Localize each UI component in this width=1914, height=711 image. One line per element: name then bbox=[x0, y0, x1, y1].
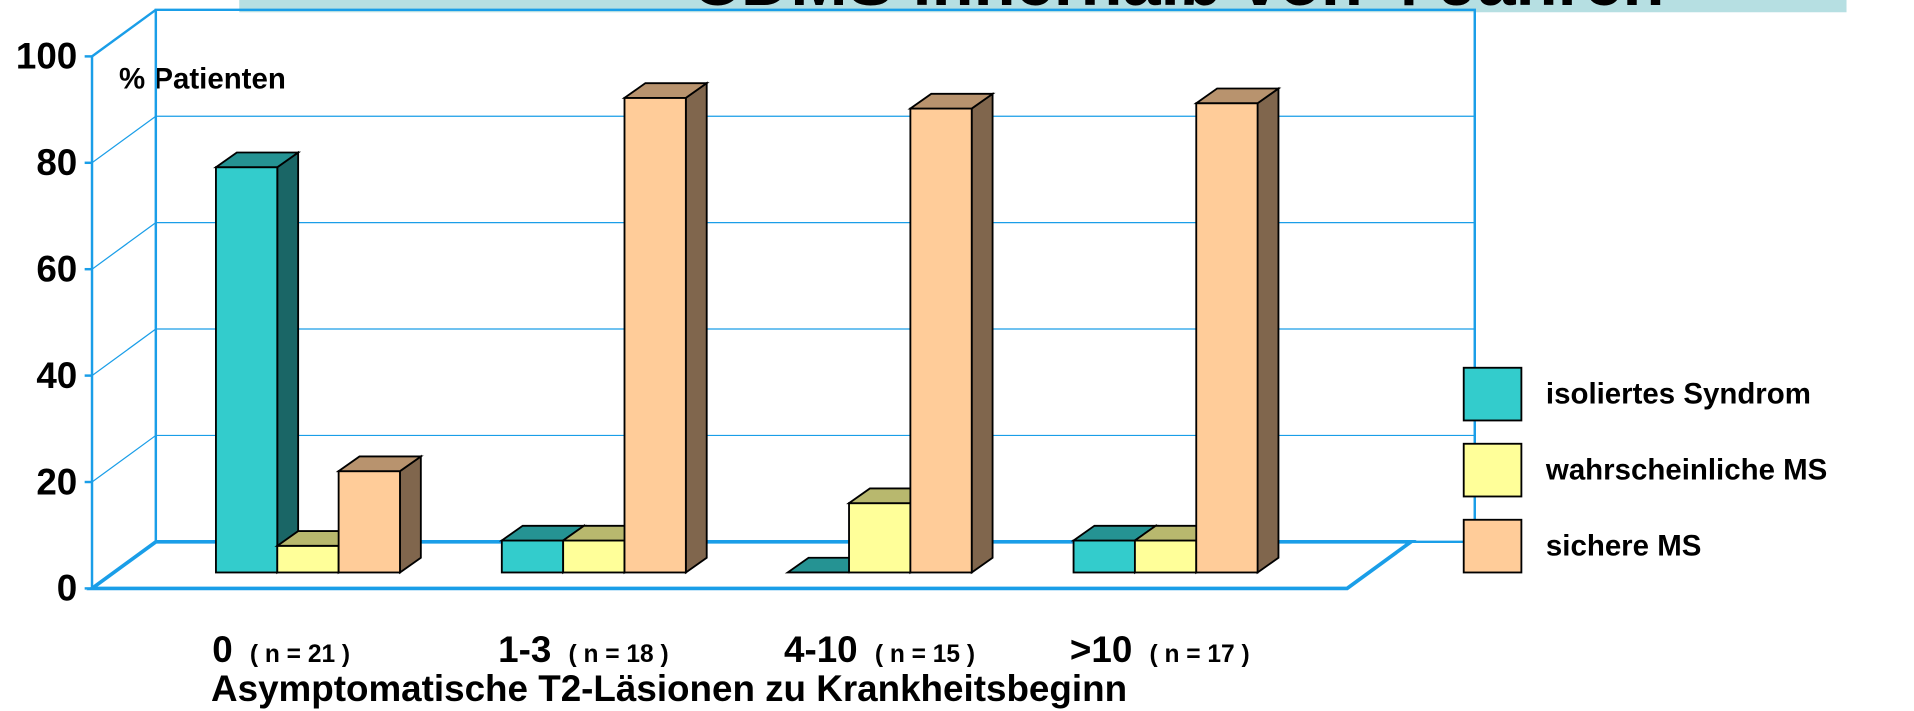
x-tick-label: 1-3 ( n = 18 ) bbox=[498, 629, 669, 670]
bar-side bbox=[970, 92, 994, 575]
bar-front bbox=[1195, 102, 1259, 574]
n-label: ( n = 21 ) bbox=[250, 641, 350, 668]
bar-top bbox=[621, 82, 710, 99]
y-tick-label: 60 bbox=[36, 248, 77, 289]
x-axis-label: Asymptomatische T2-Läsionen zu Krankheit… bbox=[211, 668, 1127, 709]
bar-side bbox=[1256, 86, 1280, 575]
bar-front bbox=[848, 502, 912, 574]
grid-line bbox=[91, 9, 1475, 57]
legend-label: isoliertes Syndrom bbox=[1546, 377, 1811, 410]
grid-line bbox=[91, 115, 1475, 164]
bar bbox=[213, 150, 302, 575]
bar-top bbox=[1193, 87, 1282, 105]
y-tick-label: 40 bbox=[36, 355, 77, 396]
n-label: ( n = 17 ) bbox=[1149, 641, 1249, 668]
y-tick-label: 0 bbox=[57, 568, 77, 609]
category-label: 0 bbox=[212, 629, 232, 670]
bar bbox=[1193, 86, 1282, 575]
x-tick-label: 0 ( n = 21 ) bbox=[212, 629, 350, 670]
legend-swatch bbox=[1462, 442, 1523, 498]
bar-side bbox=[684, 81, 708, 575]
bar-top bbox=[213, 151, 302, 169]
grid-line bbox=[91, 222, 1475, 270]
bar-front bbox=[562, 539, 626, 574]
bar-front bbox=[1072, 539, 1136, 574]
y-axis-label: % Patienten bbox=[119, 62, 286, 95]
category-label: >10 bbox=[1070, 629, 1132, 670]
grid-line bbox=[91, 434, 1475, 483]
bar-front bbox=[1133, 539, 1198, 574]
category-label: 4-10 bbox=[784, 629, 858, 670]
bar-front bbox=[276, 544, 340, 574]
x-tick-label: >10 ( n = 17 ) bbox=[1070, 629, 1250, 670]
n-label: ( n = 18 ) bbox=[569, 641, 669, 668]
bar bbox=[335, 454, 424, 575]
bar-front bbox=[909, 107, 973, 574]
bar-side bbox=[276, 150, 300, 575]
legend-swatch bbox=[1462, 366, 1523, 422]
n-label: ( n = 15 ) bbox=[875, 641, 975, 668]
bar-front bbox=[215, 166, 279, 574]
y-tick-label: 100 bbox=[16, 36, 77, 77]
x-tick-label: 4-10 ( n = 15 ) bbox=[784, 629, 975, 670]
bar bbox=[907, 92, 996, 575]
category-label: 1-3 bbox=[498, 629, 551, 670]
grid-line bbox=[91, 328, 1475, 377]
legend-label: wahrscheinliche MS bbox=[1545, 453, 1827, 486]
bar-front bbox=[500, 539, 565, 574]
legend-swatch bbox=[1462, 518, 1523, 574]
y-tick-label: 80 bbox=[36, 142, 77, 183]
bar bbox=[621, 81, 710, 575]
y-tick-label: 20 bbox=[36, 461, 77, 502]
bar-front bbox=[623, 96, 687, 574]
bar-side bbox=[399, 454, 422, 575]
bar-top bbox=[907, 92, 996, 110]
legend-label: sichere MS bbox=[1546, 529, 1701, 562]
bar-top bbox=[335, 455, 424, 473]
bar-front bbox=[337, 470, 401, 574]
grid-line bbox=[91, 541, 1475, 589]
